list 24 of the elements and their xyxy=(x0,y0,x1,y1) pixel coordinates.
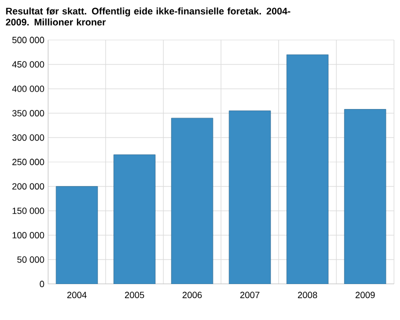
x-tick-label: 2006 xyxy=(182,292,202,298)
x-tick-label: 2007 xyxy=(240,292,260,298)
bar xyxy=(286,54,328,284)
bar xyxy=(344,109,386,284)
y-tick-label: 500 000 xyxy=(12,36,44,44)
y-tick-label: 100 000 xyxy=(12,232,44,238)
bar xyxy=(171,118,214,284)
bar xyxy=(56,186,98,284)
y-tick-label: 400 000 xyxy=(12,86,44,92)
chart-title: Resultat før skatt. Offentlig eide ikke-finansielle foretak. 2004-2009. Millioner kroner xyxy=(6,8,290,26)
bar xyxy=(114,154,156,284)
bar xyxy=(228,110,271,284)
y-tick-label: 50 000 xyxy=(17,256,44,263)
y-tick-label: 0 xyxy=(40,280,44,288)
x-tick-label: 2008 xyxy=(298,292,318,298)
x-tick-label: 2005 xyxy=(124,292,144,298)
x-tick-label: 2009 xyxy=(356,292,375,298)
y-tick-label: 200 000 xyxy=(12,183,44,190)
y-tick-label: 150 000 xyxy=(12,208,44,214)
y-tick-label: 350 000 xyxy=(12,110,44,116)
y-tick-label: 450 000 xyxy=(12,61,44,68)
x-tick-label: 2004 xyxy=(67,292,87,298)
y-tick-label: 300 000 xyxy=(12,134,44,141)
y-tick-label: 250 000 xyxy=(12,158,44,166)
